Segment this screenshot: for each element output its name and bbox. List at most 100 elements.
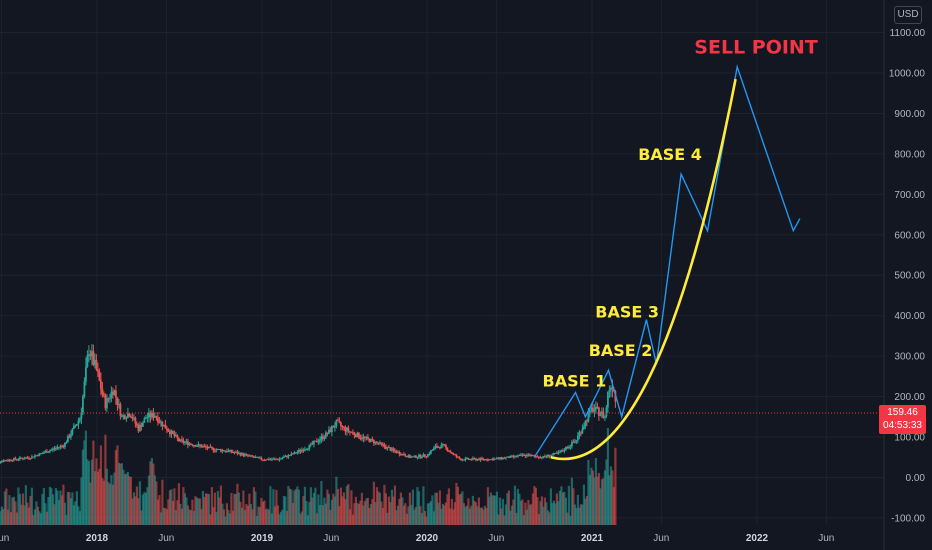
volume-bar [459, 493, 462, 525]
volume-bar [26, 502, 29, 525]
candle-body [313, 441, 315, 445]
candle-body [152, 412, 155, 418]
volume-bar [509, 510, 512, 525]
candle-body [271, 459, 273, 461]
candle-body [446, 447, 449, 451]
candle-body [172, 430, 174, 434]
candle-body [14, 458, 17, 460]
volume-bar [411, 489, 414, 525]
volume-bar [384, 493, 387, 525]
volume-bar [174, 510, 177, 525]
volume-bar [381, 507, 384, 525]
candle-body [367, 436, 369, 439]
candle-body [332, 426, 335, 428]
candle-body [278, 458, 281, 460]
candle-body [580, 432, 582, 434]
x-axis[interactable]: Jun 2018 Jun 2019 Jun 2020 Jun 2021 Jun 2022 Jun [0, 533, 834, 544]
volume-bar [402, 505, 405, 525]
volume-bar [65, 514, 68, 525]
candle-body [143, 418, 146, 423]
volume-bar [224, 516, 227, 525]
volume-bar [305, 501, 308, 525]
x-tick-label: 2021 [581, 533, 604, 544]
candle-body [355, 434, 357, 437]
x-tick-label: 2020 [416, 533, 439, 544]
candle-body [115, 390, 117, 398]
candle-body [280, 458, 282, 460]
volume-bar [608, 475, 611, 525]
candle-body [590, 407, 593, 410]
candle-body [470, 459, 473, 461]
volume-bar [567, 485, 570, 525]
candle-body [460, 458, 462, 461]
candle-body [175, 435, 177, 437]
candle-body [404, 455, 407, 457]
volume-bar [144, 492, 147, 525]
candle-body [472, 458, 474, 460]
volume-bar [159, 512, 162, 525]
volume-bar [11, 497, 14, 525]
candle-body [185, 441, 188, 443]
candle-body [265, 459, 267, 461]
currency-label[interactable]: USD [894, 6, 922, 24]
candle-body [566, 447, 569, 449]
candle-body [562, 450, 564, 452]
candle-body [595, 407, 597, 410]
candle-body [49, 450, 51, 452]
y-axis[interactable]: 1100.00 1000.00 900.00 800.00 700.00 600.00 50… [889, 28, 926, 524]
volume-bar [281, 509, 284, 525]
candle-body [211, 446, 213, 449]
y-tick-label: 400.00 [894, 311, 925, 322]
volume-bar [339, 487, 342, 525]
volume-bar [291, 502, 294, 525]
candle-body [307, 448, 309, 450]
volume-bar [546, 510, 549, 525]
volume-bar [0, 506, 3, 525]
volume-bar [515, 512, 518, 525]
candle-body [208, 446, 210, 449]
candle-body [587, 413, 590, 422]
candle-body [349, 431, 351, 433]
volume-bar [614, 447, 617, 525]
volume-bar [495, 491, 498, 525]
candle-body [391, 448, 393, 451]
volume-bar [120, 463, 123, 525]
volume-bar [290, 489, 293, 525]
volume-bar [611, 470, 614, 525]
volume-bar [561, 492, 564, 525]
candle-body [283, 456, 285, 458]
volume-bar [369, 504, 372, 525]
candle-body [133, 417, 135, 419]
volume-bar [512, 499, 515, 525]
volume-bar [542, 506, 545, 525]
volume-bar [590, 467, 593, 525]
volume-bar [576, 494, 579, 525]
volume-bar [137, 498, 140, 525]
candle-body [46, 451, 48, 453]
volume-bar [351, 514, 354, 525]
candle-body [380, 442, 383, 444]
candle-body [188, 443, 191, 445]
candle-body [149, 412, 152, 418]
candle-body [196, 445, 198, 447]
volume-bar [105, 468, 108, 525]
volume-bar [231, 510, 234, 525]
candle-body [100, 380, 102, 389]
candle-body [371, 438, 374, 441]
candle-body [205, 446, 207, 448]
candle-body [368, 438, 371, 442]
candle-body [515, 455, 518, 457]
candle-body [305, 449, 308, 451]
volume-bar [426, 503, 429, 525]
volume-bar [419, 506, 422, 525]
candle-body [353, 432, 356, 435]
candle-body [464, 458, 467, 461]
volume-bar [531, 493, 534, 525]
candle-body [0, 460, 3, 462]
candle-body [568, 446, 570, 449]
volume-bar [48, 486, 51, 525]
volume-bar [5, 488, 8, 525]
volume-bar [302, 496, 305, 525]
volume-bar [360, 492, 363, 525]
